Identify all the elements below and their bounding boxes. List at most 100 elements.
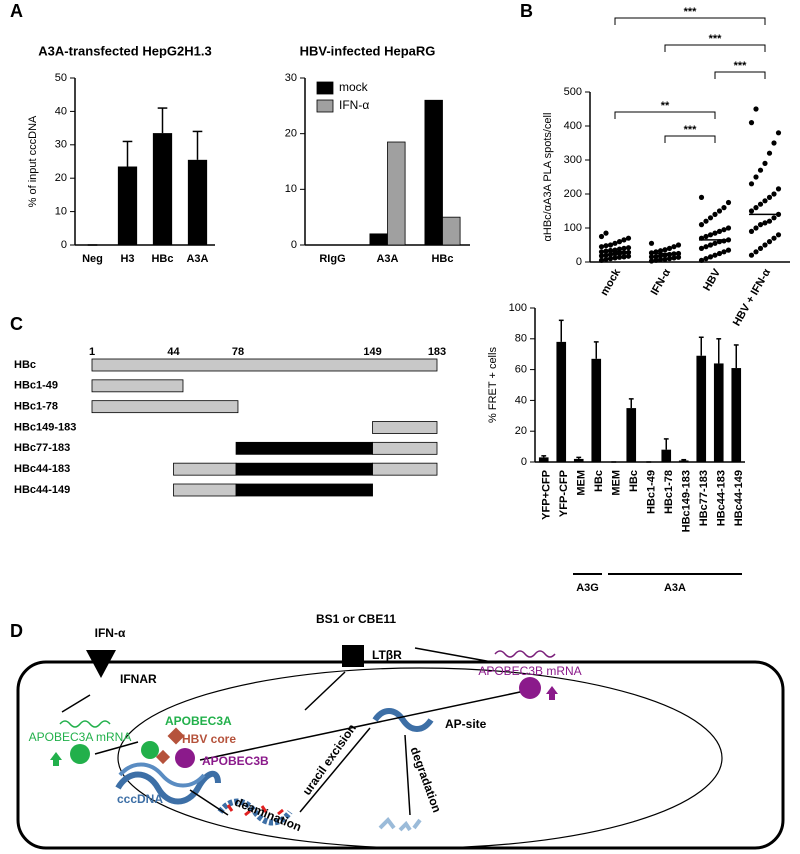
deaminated-dna <box>217 798 293 826</box>
ifnar-receptor <box>86 650 116 678</box>
x-tick-label: YFP+CFP <box>541 470 553 520</box>
point <box>598 257 605 263</box>
point <box>716 250 723 257</box>
x-tick-label: HBc <box>431 253 453 265</box>
point <box>721 249 727 255</box>
y-tick-label: 500 <box>564 86 582 98</box>
bar <box>117 166 138 245</box>
bar <box>591 358 602 462</box>
cccdna-shape <box>115 770 221 805</box>
point <box>653 253 659 260</box>
diagram-text: IFN-α <box>95 626 126 640</box>
chart-title: HBV-infected HepaRG <box>300 43 436 58</box>
point <box>762 220 768 226</box>
bar <box>538 457 549 462</box>
point <box>607 242 614 248</box>
bar <box>661 449 672 462</box>
point <box>762 198 768 204</box>
y-tick-label: 20 <box>515 425 527 437</box>
bar <box>731 368 742 462</box>
hbv-core <box>167 727 185 745</box>
y-tick-label: 30 <box>55 139 67 151</box>
x-tick-label: HBc44-149 <box>733 470 745 526</box>
segment <box>235 483 373 497</box>
legend-swatch <box>316 99 334 113</box>
diagram-text: HBV core <box>182 732 236 746</box>
x-tick-label: HBc77-183 <box>698 470 710 526</box>
point <box>675 254 682 260</box>
point <box>698 222 705 228</box>
construct-label: HBc44-149 <box>14 484 70 496</box>
position-label: 149 <box>363 346 381 358</box>
construct-label: HBc1-49 <box>14 380 58 392</box>
segment <box>372 421 438 434</box>
position-label: 183 <box>428 346 446 358</box>
panel-label: A <box>10 1 23 21</box>
segment <box>91 400 239 414</box>
point <box>757 167 764 173</box>
point <box>698 257 705 263</box>
x-tick-label: Neg <box>82 253 103 265</box>
point <box>607 256 614 262</box>
construct-label: HBc1-78 <box>14 401 58 413</box>
bar <box>424 99 443 246</box>
y-axis-label: % FRET + cells <box>487 347 499 423</box>
point <box>762 160 768 166</box>
point <box>698 194 705 200</box>
point <box>703 256 709 262</box>
bracket <box>664 44 766 52</box>
position-label: 78 <box>232 346 244 358</box>
point <box>603 230 609 236</box>
bracket <box>664 135 716 143</box>
significance: *** <box>684 6 698 18</box>
x-tick-label: HBc <box>151 253 173 265</box>
bar <box>678 460 689 462</box>
point <box>753 174 759 180</box>
point <box>707 254 714 260</box>
construct-label: HBc77-183 <box>14 442 70 454</box>
point <box>748 181 755 187</box>
point <box>698 245 705 251</box>
up-arrow <box>50 752 62 766</box>
diagram-text: cccDNA <box>117 792 163 806</box>
x-tick-label: mock <box>598 266 623 298</box>
point <box>753 225 759 231</box>
point <box>612 255 618 261</box>
diagram-text: APOBEC3A <box>165 714 232 728</box>
y-tick-label: 20 <box>55 172 67 184</box>
point <box>757 245 764 251</box>
point <box>666 245 673 251</box>
x-tick-label: IFN-α <box>649 267 674 298</box>
segment <box>173 483 237 497</box>
point <box>748 252 755 258</box>
group-label: A3A <box>664 582 686 594</box>
point <box>775 130 782 136</box>
bracket <box>714 71 766 79</box>
point <box>671 244 677 250</box>
protein <box>519 677 541 699</box>
chart-title: A3A-transfected HepG2H1.3 <box>38 43 211 58</box>
point <box>775 232 782 238</box>
point <box>657 248 664 254</box>
y-tick-label: 10 <box>55 206 67 218</box>
y-tick-label: 0 <box>576 256 582 268</box>
point <box>666 256 673 262</box>
bar <box>187 159 208 245</box>
x-tick-label: HBV <box>701 266 723 293</box>
fragments <box>378 816 422 832</box>
point <box>771 191 777 197</box>
construct-label: HBc44-183 <box>14 463 70 475</box>
segment <box>235 462 373 476</box>
diagram-text: deamination <box>233 795 304 834</box>
bar <box>152 133 173 245</box>
y-tick-label: 0 <box>61 239 67 251</box>
point <box>707 232 714 238</box>
legend-label: IFN-α <box>339 98 369 112</box>
significance: *** <box>684 124 698 136</box>
construct-label: HBc149-183 <box>14 421 76 433</box>
point <box>725 247 732 253</box>
point <box>607 251 614 258</box>
legend-swatch <box>316 81 334 95</box>
y-tick-label: 10 <box>285 183 297 195</box>
